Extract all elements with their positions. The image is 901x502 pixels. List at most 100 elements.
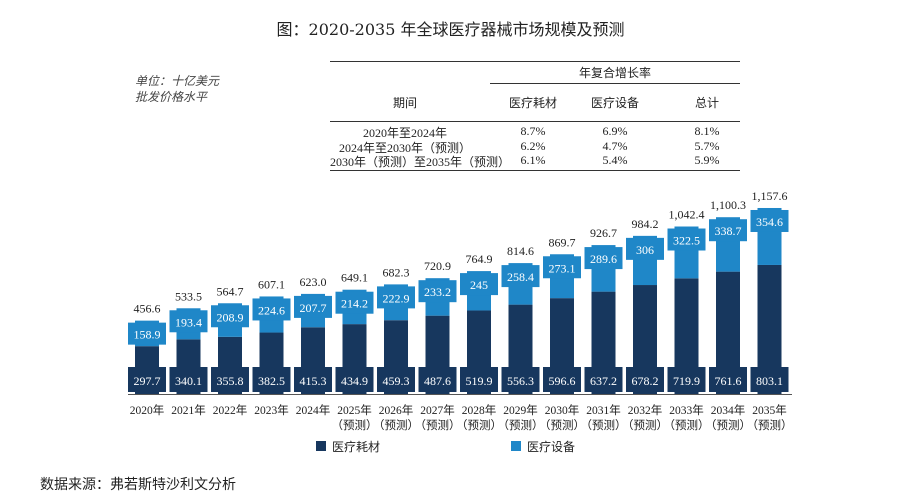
total-label: 682.3 (383, 265, 410, 279)
x-tick-note: （预测） (498, 419, 544, 432)
table-value-cell: 6.9% (602, 124, 628, 138)
data-label-equipment: 289.6 (590, 252, 617, 266)
data-label-consumables: 415.3 (300, 374, 327, 388)
table-value-cell: 5.9% (694, 153, 720, 167)
data-label-equipment: 224.6 (258, 303, 285, 317)
data-label-equipment: 207.7 (300, 301, 327, 315)
label-box-equipment (584, 247, 623, 270)
data-label-consumables: 761.6 (715, 374, 742, 388)
data-label-equipment: 214.2 (341, 297, 368, 311)
total-label: 564.7 (217, 284, 244, 298)
header-period: 期间 (392, 96, 417, 110)
x-tick-label: 2032年 (628, 403, 663, 417)
x-tick-label: 2028年 (462, 403, 497, 417)
data-label-consumables: 297.7 (134, 374, 161, 388)
total-label: 456.6 (134, 302, 161, 316)
x-tick-note: （预测） (539, 419, 585, 432)
x-tick-label: 2034年 (711, 403, 746, 417)
total-label: 764.9 (466, 252, 493, 266)
data-label-equipment: 158.9 (134, 328, 161, 342)
data-label-consumables: 459.3 (383, 374, 410, 388)
x-tick-note: （预测） (705, 419, 751, 432)
total-label: 1,042.4 (669, 208, 705, 222)
x-tick-label: 2026年 (379, 403, 414, 417)
label-box-equipment (294, 295, 332, 318)
x-tick-note: （预测） (373, 419, 419, 432)
table-value-cell: 8.1% (694, 124, 720, 138)
label-box-equipment (211, 305, 249, 328)
x-tick-note: （预测） (332, 419, 378, 432)
data-label-equipment: 258.4 (507, 270, 534, 284)
data-label-equipment: 208.9 (217, 310, 244, 324)
label-box-equipment (750, 209, 789, 232)
label-box-consumables (211, 367, 249, 392)
unit-label: 单位：十亿美元 (135, 74, 220, 88)
label-box-equipment (252, 298, 291, 321)
legend-equipment: 医疗设备 (527, 440, 576, 454)
source-note: 数据来源：弗若斯特沙利文分析 (40, 477, 236, 493)
label-box-equipment (667, 228, 706, 251)
label-box-consumables (252, 367, 291, 392)
x-tick-label: 2031年 (586, 403, 621, 417)
data-label-consumables: 678.2 (632, 374, 659, 388)
label-box-consumables (460, 367, 498, 392)
cagr-group-header: 年复合增长率 (578, 66, 651, 80)
x-tick-note: （预测） (747, 419, 793, 432)
label-box-consumables (377, 367, 415, 392)
header-consumables: 医疗耗材 (508, 96, 557, 110)
x-tick-label: 2022年 (213, 403, 248, 417)
total-label: 1,100.3 (710, 198, 746, 212)
table-value-cell: 4.7% (602, 138, 628, 153)
data-label-consumables: 719.9 (673, 374, 700, 388)
data-label-equipment: 338.7 (715, 224, 742, 238)
header-total: 总计 (694, 96, 719, 110)
legend-consumables: 医疗耗材 (332, 440, 381, 454)
table-value-cell: 6.1% (520, 153, 546, 167)
label-box-consumables (626, 367, 664, 392)
total-label: 720.9 (424, 259, 451, 273)
label-box-consumables (501, 367, 540, 392)
label-box-equipment (626, 237, 664, 260)
x-tick-note: （预测） (415, 419, 461, 432)
label-box-consumables (335, 367, 374, 392)
label-box-consumables (709, 367, 747, 392)
label-box-equipment (460, 273, 498, 296)
x-tick-note: （预测） (581, 419, 627, 432)
x-tick-note: （预测） (664, 419, 710, 432)
total-label: 533.5 (175, 289, 202, 303)
data-label-equipment: 273.1 (549, 261, 576, 275)
data-label-consumables: 434.9 (341, 374, 368, 388)
x-tick-label: 2023年 (254, 403, 289, 417)
label-box-equipment (418, 280, 457, 303)
label-box-equipment (501, 265, 540, 288)
data-label-equipment: 193.4 (175, 315, 202, 329)
label-box-equipment (128, 322, 166, 345)
legend-swatch-equipment (511, 441, 521, 451)
total-label: 926.7 (590, 226, 617, 240)
label-box-consumables (128, 367, 166, 392)
header-equipment: 医疗设备 (590, 96, 639, 110)
table-value-cell: 6.2% (520, 138, 546, 153)
table-value-cell: 8.7% (520, 124, 546, 138)
label-box-equipment (335, 291, 374, 314)
data-label-equipment: 222.9 (383, 291, 410, 305)
label-box-consumables (584, 367, 623, 392)
table-period-cell: 2024年至2030年（预测） (338, 140, 471, 155)
label-box-equipment (377, 286, 415, 309)
label-box-consumables (543, 367, 581, 392)
x-tick-label: 2020年 (130, 403, 165, 417)
label-box-consumables (169, 367, 208, 392)
data-label-consumables: 382.5 (258, 374, 285, 388)
total-label: 649.1 (341, 271, 368, 285)
label-box-consumables (294, 367, 332, 392)
data-label-consumables: 355.8 (217, 374, 244, 388)
data-label-consumables: 637.2 (590, 374, 617, 388)
data-label-consumables: 340.1 (175, 374, 202, 388)
x-tick-note: （预测） (622, 419, 668, 432)
data-label-equipment: 233.2 (424, 285, 451, 299)
data-label-equipment: 306 (636, 243, 654, 257)
chart-title: 图：2020-2035 年全球医疗器械市场规模及预测 (276, 20, 625, 39)
x-tick-label: 2024年 (296, 403, 331, 417)
